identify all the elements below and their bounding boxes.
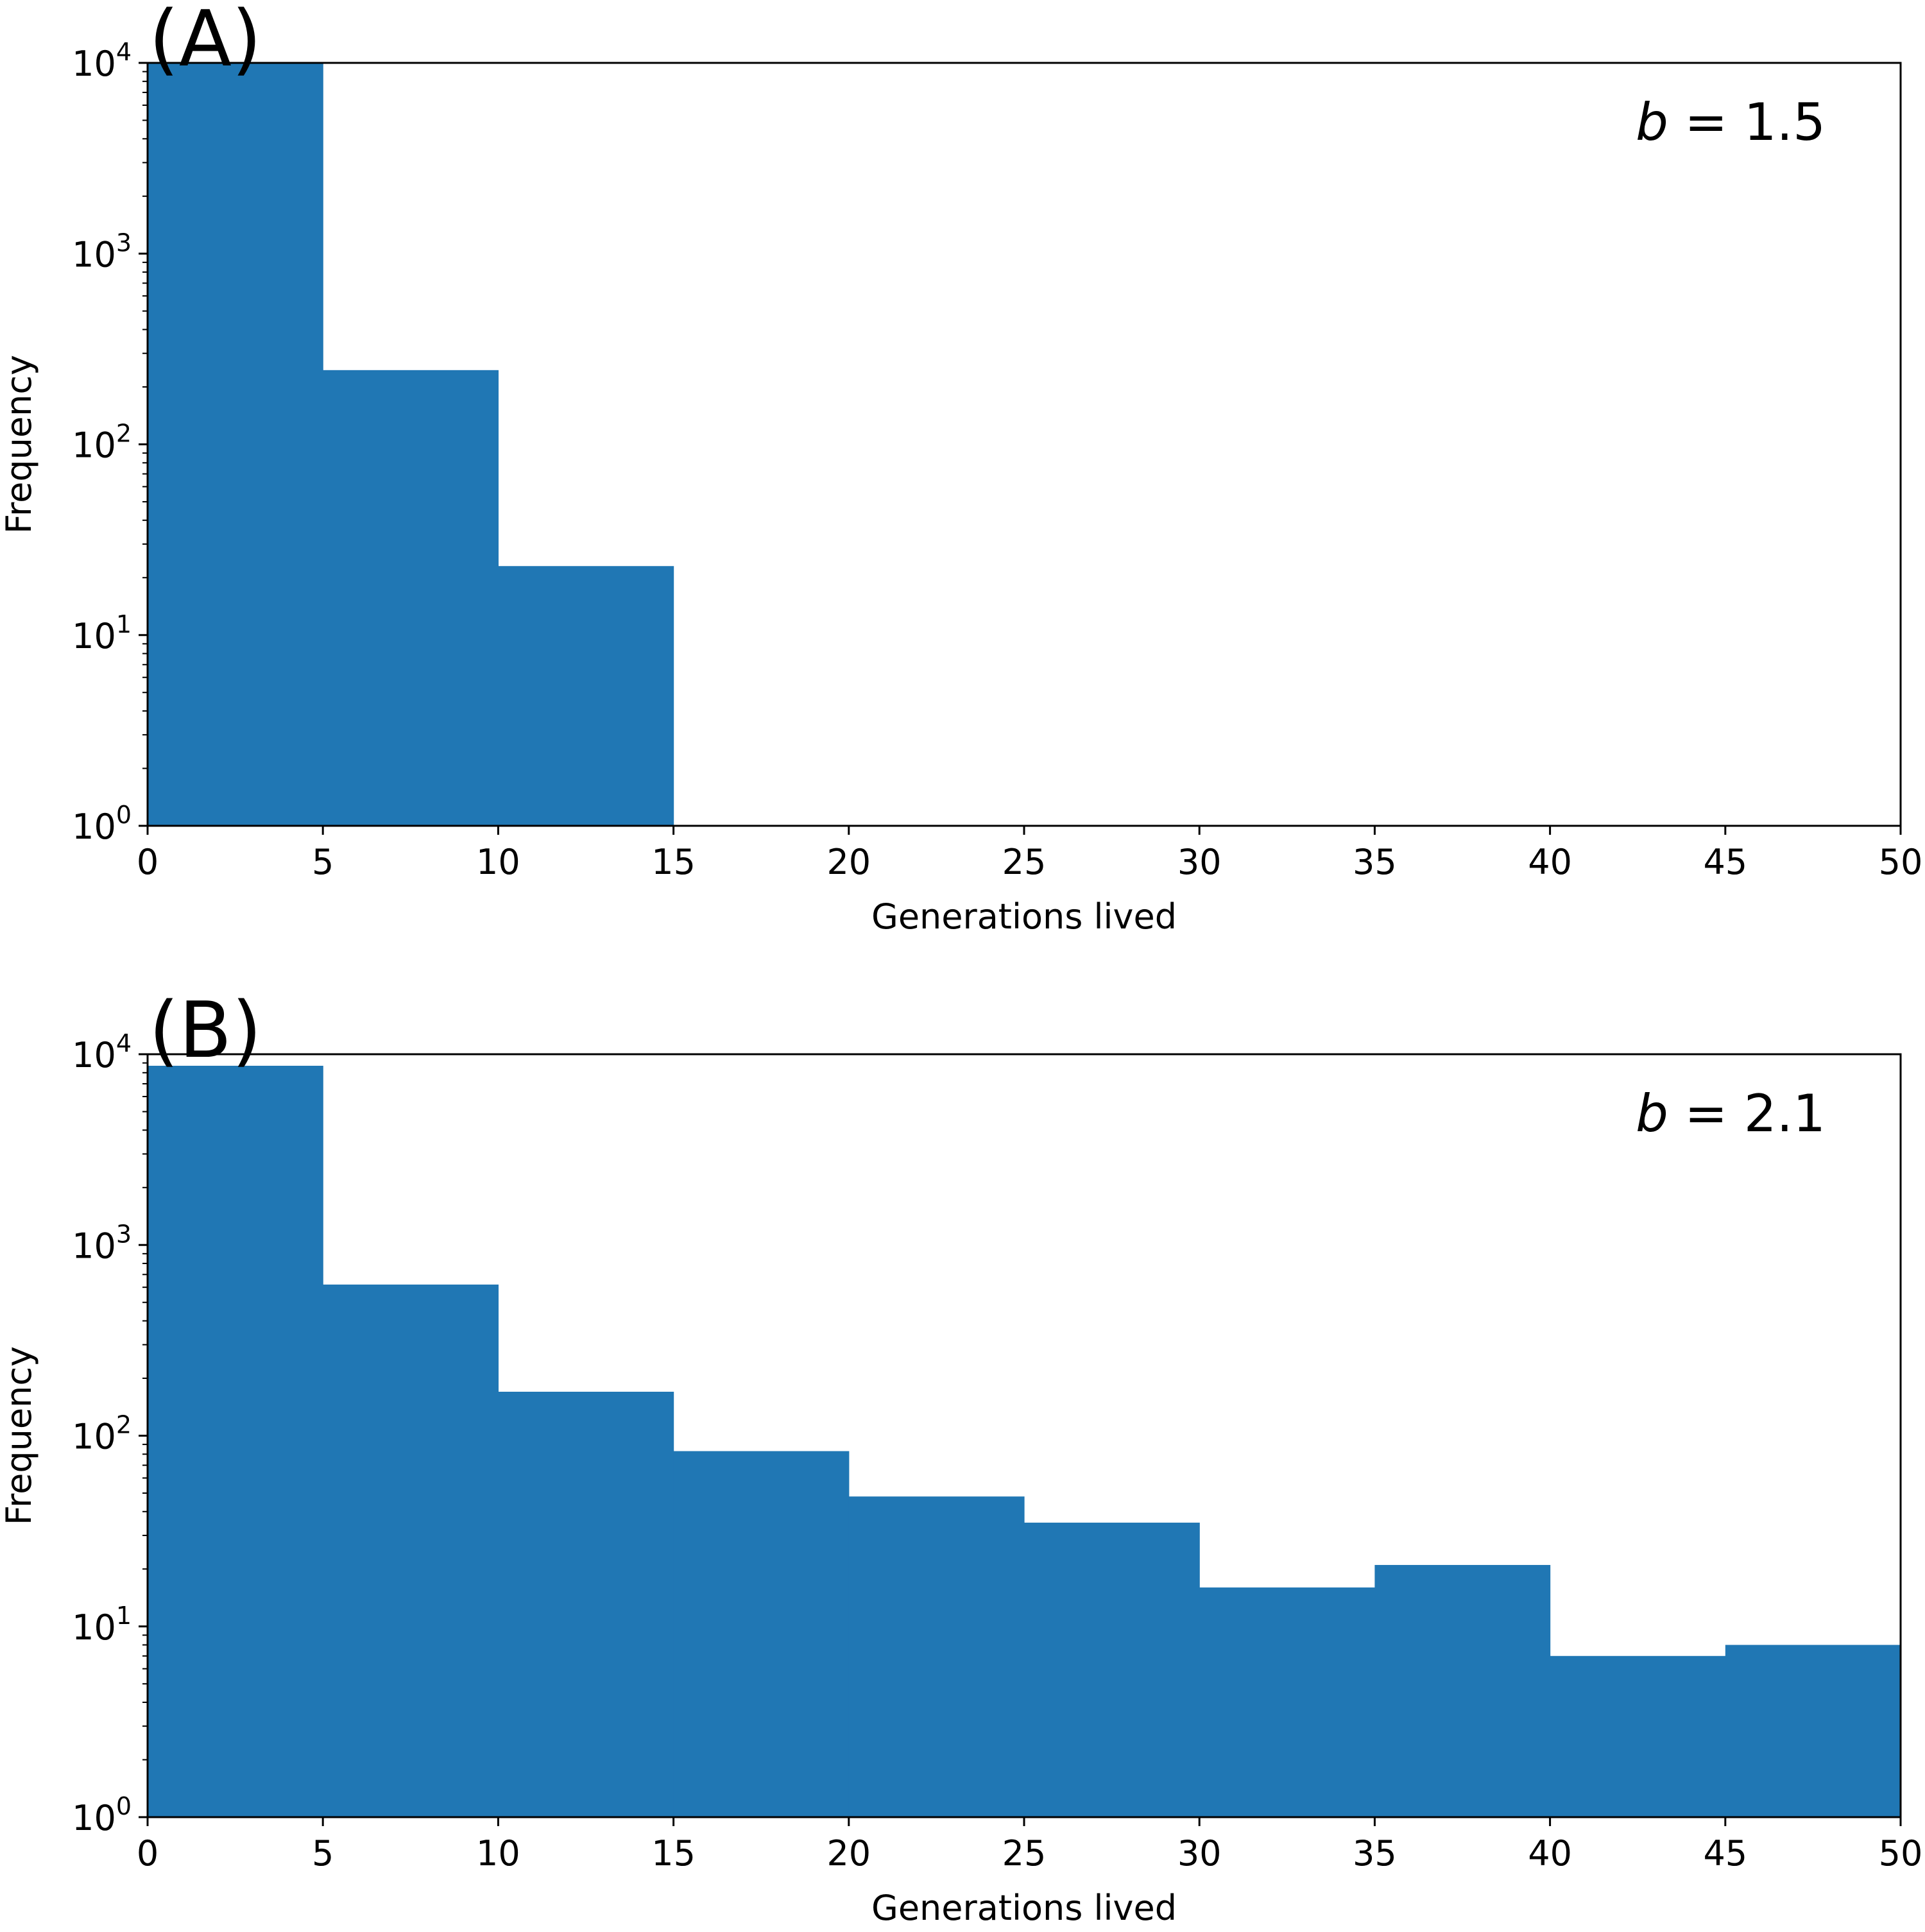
x-tick-label: 35 — [1353, 842, 1397, 882]
y-tick-label: 101 — [72, 1602, 132, 1648]
parameter-annotation: b = 1.5 — [1636, 92, 1826, 152]
y-tick-label: 101 — [72, 610, 132, 656]
x-tick-label: 30 — [1177, 1833, 1222, 1874]
bar — [848, 1496, 1025, 1817]
panel-letter: (A) — [149, 0, 262, 84]
x-tick-label: 5 — [312, 842, 334, 882]
x-tick-label: 0 — [137, 1833, 158, 1874]
bar — [323, 1284, 499, 1817]
x-tick-label: 40 — [1528, 1833, 1572, 1874]
bar — [673, 1451, 850, 1817]
x-axis-label: Generations lived — [871, 1888, 1177, 1928]
x-tick-label: 10 — [476, 1833, 520, 1874]
bar — [498, 1391, 674, 1817]
x-tick-label: 25 — [1002, 842, 1047, 882]
bar — [148, 63, 323, 826]
y-tick-label: 102 — [72, 1411, 132, 1457]
bar — [148, 1065, 323, 1817]
bar — [1199, 1587, 1375, 1817]
x-tick-label: 40 — [1528, 842, 1572, 882]
bar — [1725, 1645, 1901, 1817]
x-tick-label: 5 — [312, 1833, 334, 1874]
parameter-annotation: b = 2.1 — [1636, 1084, 1826, 1143]
bar — [1550, 1655, 1726, 1817]
x-tick-label: 45 — [1703, 842, 1747, 882]
y-tick-label: 104 — [72, 1029, 132, 1075]
x-tick-label: 45 — [1703, 1833, 1747, 1874]
x-tick-label: 30 — [1177, 842, 1222, 882]
x-tick-label: 50 — [1879, 1833, 1923, 1874]
x-tick-label: 20 — [826, 842, 871, 882]
y-axis-label: Frequency — [0, 1346, 39, 1525]
y-tick-label: 103 — [72, 1220, 132, 1266]
x-tick-label: 10 — [476, 842, 520, 882]
x-tick-label: 50 — [1879, 842, 1923, 882]
x-tick-label: 20 — [826, 1833, 871, 1874]
x-axis-label: Generations lived — [871, 896, 1177, 937]
panel-b: 0 5 10 15 20 25 30 35 40 45 50 100 101 102 103 104 Gener… — [0, 986, 1922, 1928]
x-tick-label: 35 — [1353, 1833, 1397, 1874]
bar — [1024, 1523, 1200, 1817]
bar — [323, 370, 499, 826]
y-tick-label: 100 — [72, 1792, 132, 1838]
y-tick-label: 103 — [72, 228, 132, 275]
x-tick-label: 0 — [137, 842, 158, 882]
panel-letter: (B) — [149, 986, 262, 1075]
y-tick-label: 100 — [72, 801, 132, 847]
y-axis-label: Frequency — [0, 355, 39, 534]
y-tick-label: 102 — [72, 420, 132, 466]
y-tick-label: 104 — [72, 38, 132, 84]
panel-a: 0 5 10 15 20 25 30 35 40 45 50 100 101 102 103 104 Gener… — [0, 0, 1922, 937]
x-tick-label: 15 — [651, 1833, 696, 1874]
x-tick-label: 15 — [651, 842, 696, 882]
bar — [1374, 1564, 1551, 1817]
x-tick-label: 25 — [1002, 1833, 1047, 1874]
bar — [498, 566, 674, 826]
